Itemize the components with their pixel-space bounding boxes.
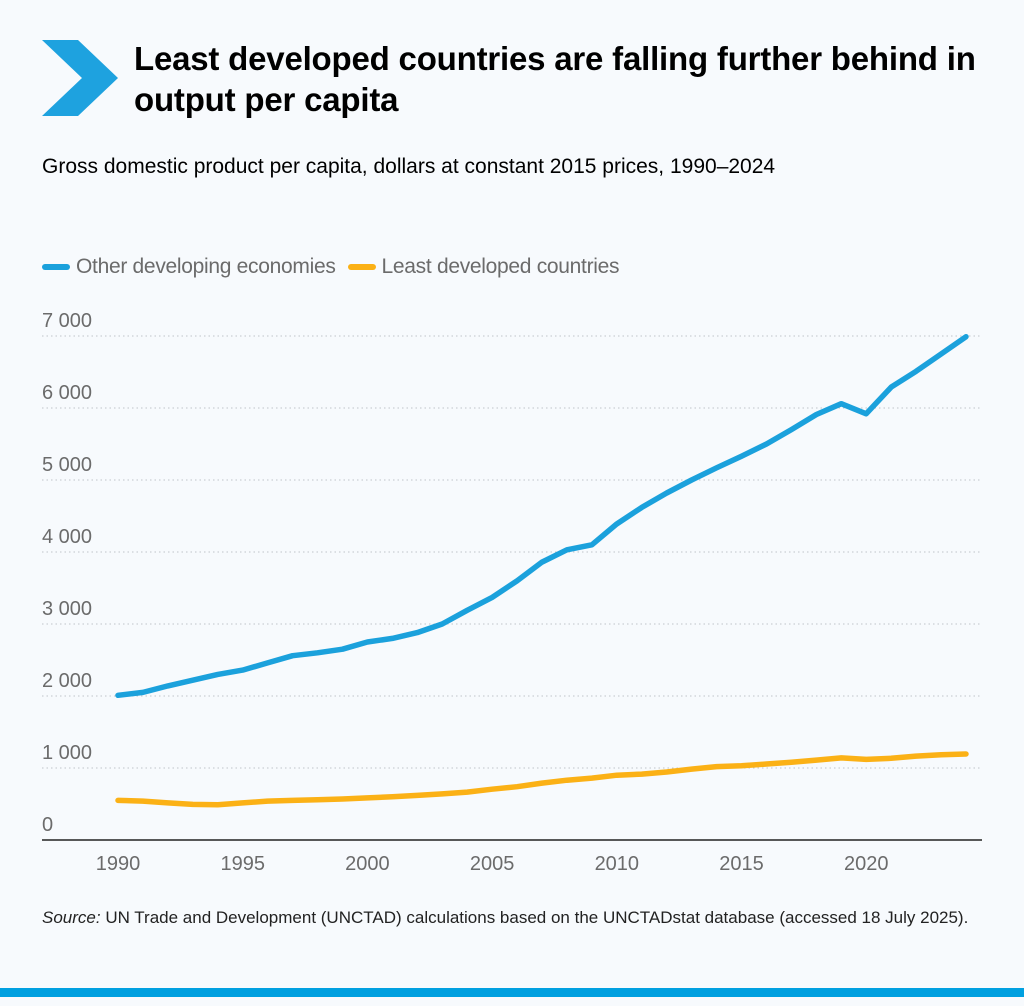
y-tick-label: 2 000: [42, 670, 92, 692]
gridlines: [42, 335, 982, 769]
x-tick-label: 1990: [96, 853, 141, 875]
y-axis-ticks: 0 1 000 2 000 3 000 4 000 5 000 6 000 7 000: [42, 310, 92, 836]
y-tick-label: 5 000: [42, 454, 92, 476]
x-tick-label: 2010: [595, 853, 640, 875]
source-note: Source: UN Trade and Development (UNCTAD…: [42, 906, 982, 929]
legend-swatch: [347, 264, 376, 270]
y-tick-label: 3 000: [42, 598, 92, 620]
chevron-right-icon: [42, 40, 118, 116]
bottom-rule: [0, 988, 1024, 997]
legend-item-other-developing: Other developing economies: [42, 255, 336, 279]
legend-swatch: [42, 264, 70, 270]
y-tick-label: 1 000: [42, 742, 92, 764]
y-tick-label: 6 000: [42, 382, 92, 404]
source-label: Source:: [42, 908, 101, 927]
chart-subtitle: Gross domestic product per capita, dolla…: [42, 155, 776, 178]
source-text: UN Trade and Development (UNCTAD) calcul…: [100, 908, 969, 927]
series-line-other-developing: [115, 333, 969, 699]
legend-item-least-developed: Least developed countries: [347, 255, 620, 279]
x-tick-label: 2015: [719, 853, 764, 875]
series-lines: [115, 333, 969, 808]
line-chart: 0 1 000 2 000 3 000 4 000 5 000 6 000 7 000 199…: [42, 310, 982, 875]
x-tick-label: 1995: [220, 853, 265, 875]
y-tick-label: 0: [42, 814, 53, 836]
chevron-shape: [42, 40, 118, 116]
y-tick-label: 4 000: [42, 526, 92, 548]
y-tick-label: 7 000: [42, 310, 92, 332]
chart-title: Least developed countries are falling fu…: [134, 40, 976, 118]
x-tick-label: 2005: [470, 853, 515, 875]
series-line-least-developed: [115, 751, 969, 808]
x-tick-label: 2020: [844, 853, 889, 875]
legend-label: Least developed countries: [381, 255, 620, 278]
x-tick-label: 2000: [345, 853, 390, 875]
legend: Other developing economies Least develop…: [42, 252, 631, 282]
x-axis-ticks: 1990 1995 2000 2005 2010 2015 2020: [96, 853, 889, 875]
legend-label: Other developing economies: [76, 255, 336, 278]
